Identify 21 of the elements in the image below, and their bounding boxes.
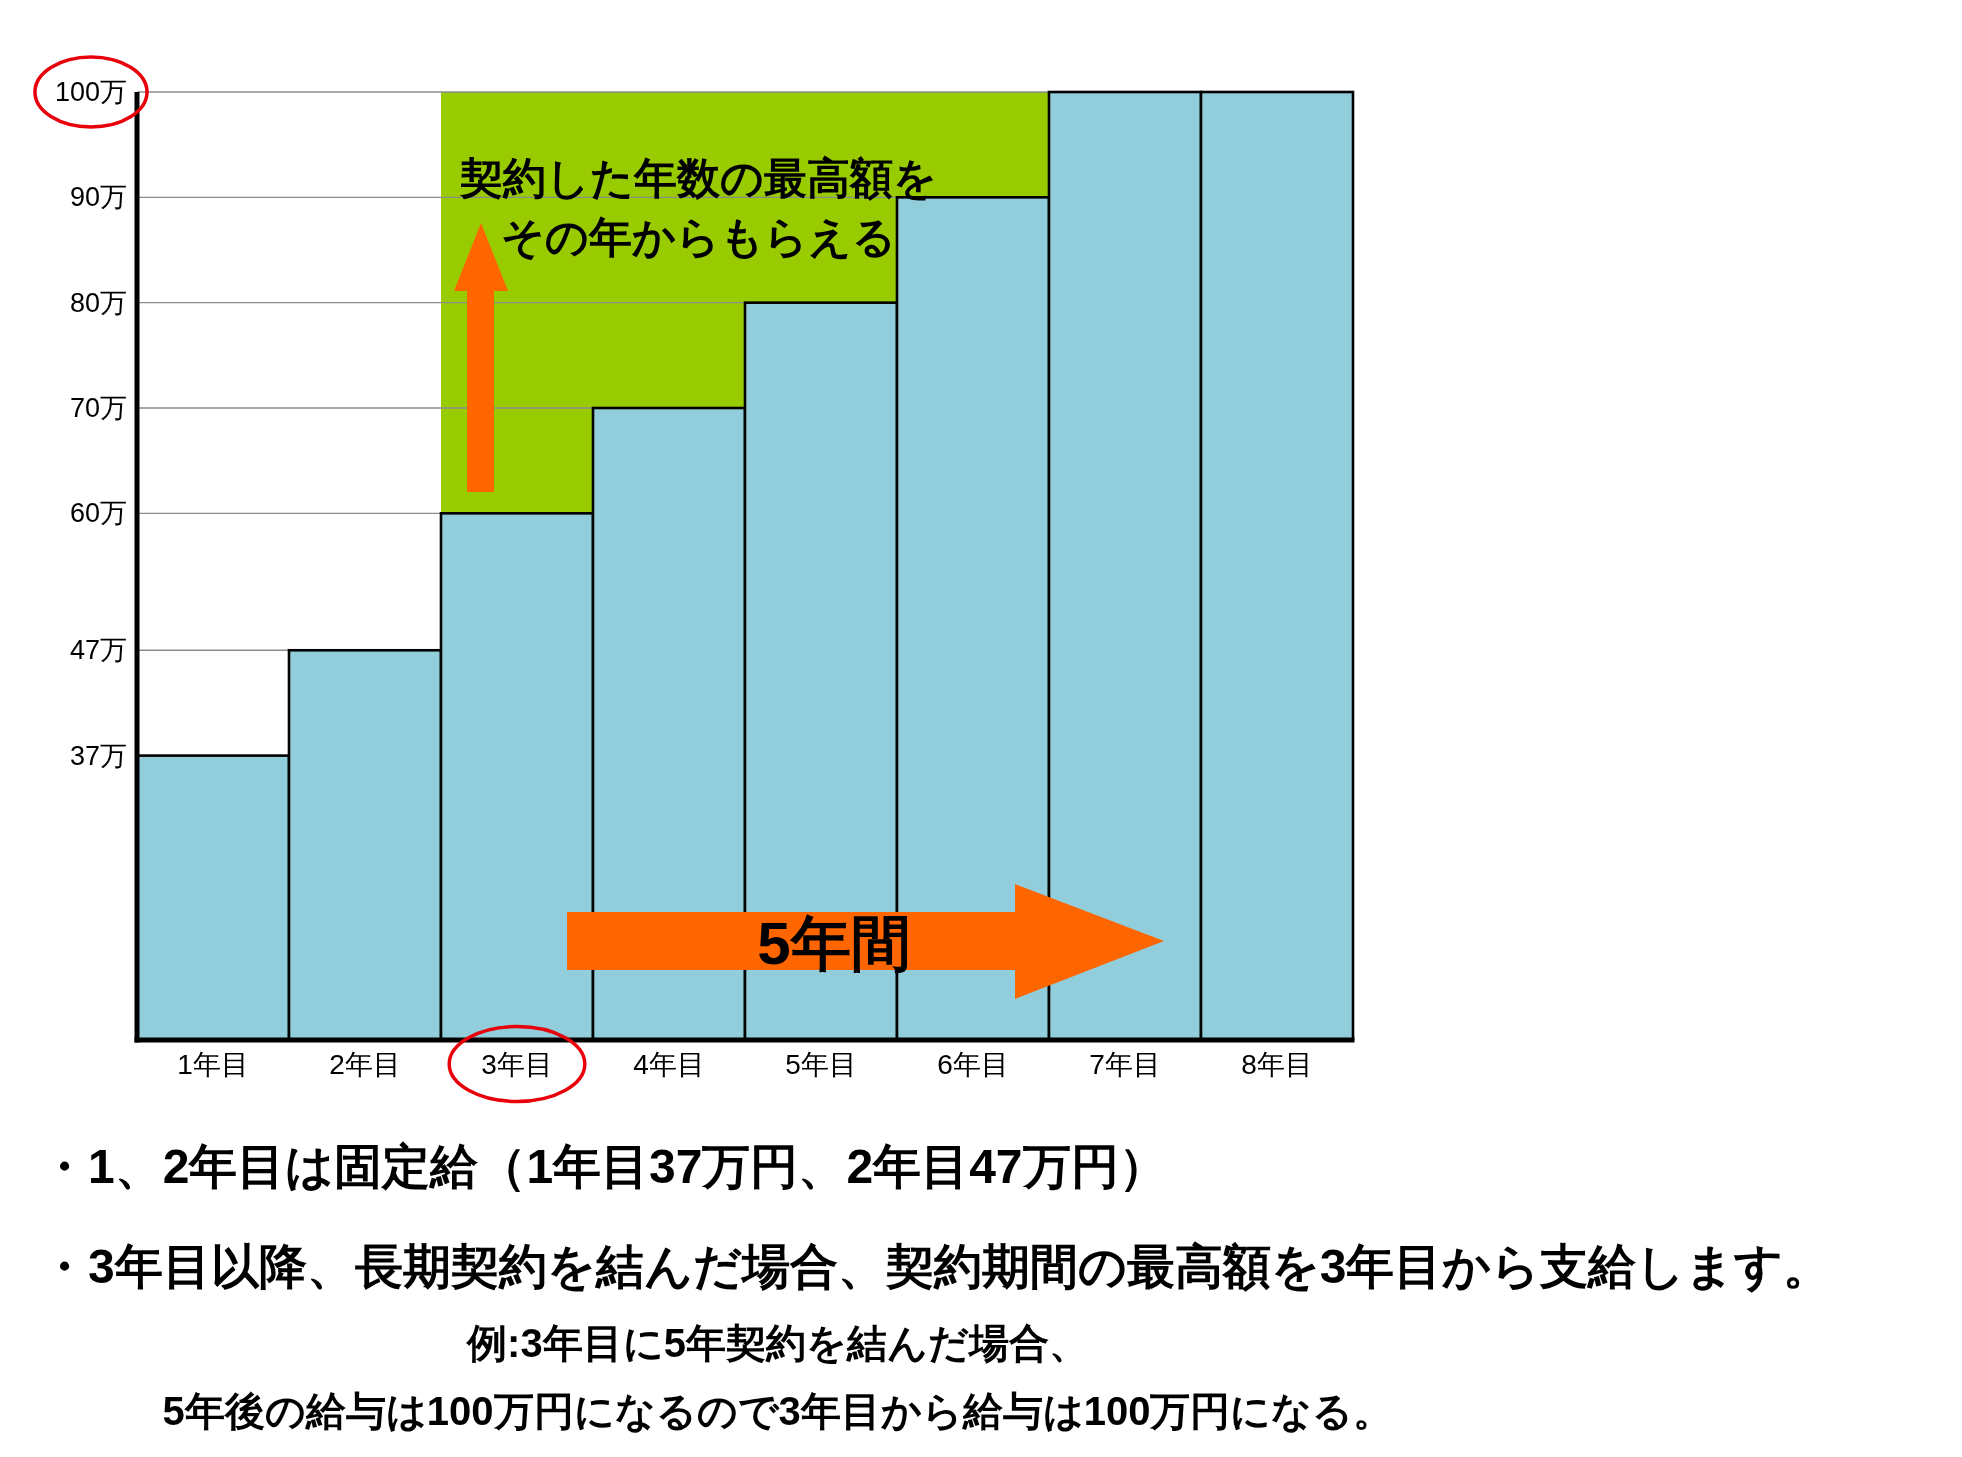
x-tick-label: 3年目 (481, 1048, 553, 1080)
x-tick-label: 7年目 (1089, 1048, 1161, 1080)
y-tick-label: 37万 (69, 740, 127, 771)
x-tick-label: 1年目 (177, 1048, 249, 1080)
annotation: その年からもらえる (500, 213, 896, 261)
y-tick-label: 47万 (69, 635, 127, 666)
text: ・1、2年目は固定給（1年目37万円、2年目47万円） (40, 1139, 1167, 1193)
y-tick-label: 90万 (69, 182, 127, 213)
text: 例:3年目に5年契約を結んだ場合、 (465, 1321, 1089, 1365)
x-tick-label: 6年目 (937, 1048, 1009, 1080)
y-tick-label: 100万 (54, 77, 127, 107)
x-tick-label: 2年目 (329, 1048, 401, 1080)
y-tick-label: 70万 (69, 393, 127, 423)
text: ・3年目以降、長期契約を結んだ場合、契約期間の最高額を3年目から支給します。 (40, 1239, 1832, 1293)
x-tick-label: 4年目 (633, 1048, 705, 1080)
text: 5年後の給与は100万円になるので3年目から給与は100万円になる。 (162, 1389, 1394, 1433)
y-tick-label: 60万 (69, 498, 127, 529)
y-tick-label: 80万 (69, 287, 127, 318)
annotation: 5年間 (757, 909, 911, 977)
x-tick-label: 8年目 (1241, 1048, 1313, 1080)
x-tick-label: 5年目 (785, 1048, 857, 1080)
